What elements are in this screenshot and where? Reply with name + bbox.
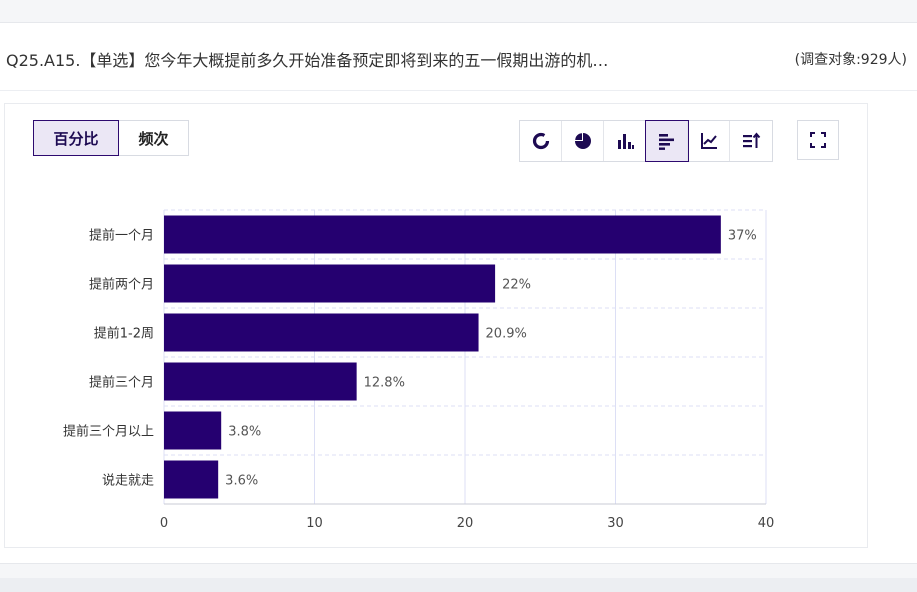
bar bbox=[164, 362, 357, 401]
line-chart-icon bbox=[700, 133, 717, 149]
x-tick-label: 30 bbox=[607, 516, 624, 531]
sort-button[interactable] bbox=[730, 121, 772, 161]
percent-toggle-button[interactable]: 百分比 bbox=[33, 120, 119, 156]
frequency-toggle-button[interactable]: 频次 bbox=[119, 120, 189, 156]
chart-card: 百分比 频次 bbox=[4, 103, 868, 548]
value-label: 12.8% bbox=[364, 376, 405, 391]
donut-chart-icon bbox=[532, 132, 549, 150]
mode-toggle: 百分比 频次 bbox=[33, 120, 189, 156]
bar bbox=[164, 264, 496, 303]
expand-icon bbox=[810, 132, 826, 148]
line-chart-button[interactable] bbox=[688, 121, 730, 161]
column-chart-button[interactable] bbox=[604, 121, 646, 161]
value-label: 3.8% bbox=[228, 425, 261, 440]
bar-chart-button[interactable] bbox=[645, 120, 689, 162]
divider bbox=[0, 90, 917, 91]
pie-chart-button[interactable] bbox=[562, 121, 604, 161]
x-tick-label: 20 bbox=[457, 516, 474, 531]
pie-chart-icon bbox=[574, 133, 591, 149]
column-chart-icon bbox=[617, 134, 634, 149]
category-label: 说走就走 bbox=[102, 474, 154, 489]
x-tick-label: 40 bbox=[758, 516, 775, 531]
value-label: 20.9% bbox=[486, 327, 527, 342]
x-tick-label: 10 bbox=[306, 516, 323, 531]
question-panel: Q25.A15.【单选】您今年大概提前多久开始准备预定即将到来的五一假期出游的机… bbox=[0, 22, 917, 564]
bar bbox=[164, 460, 219, 499]
bar bbox=[164, 313, 479, 352]
bar bbox=[164, 411, 222, 450]
respondent-count: (调查对象:929人) bbox=[794, 52, 907, 68]
value-label: 3.6% bbox=[225, 474, 258, 489]
bottom-divider bbox=[0, 578, 917, 592]
bar bbox=[164, 215, 721, 254]
category-label: 提前三个月 bbox=[89, 375, 154, 391]
x-tick-label: 0 bbox=[160, 516, 168, 531]
bar-chart-icon bbox=[658, 134, 674, 150]
category-label: 提前1-2周 bbox=[94, 326, 154, 342]
question-title: Q25.A15.【单选】您今年大概提前多久开始准备预定即将到来的五一假期出游的机… bbox=[6, 51, 609, 70]
value-label: 37% bbox=[728, 229, 757, 244]
fullscreen-button[interactable] bbox=[797, 120, 839, 160]
category-label: 提前一个月 bbox=[89, 228, 154, 244]
bar-chart: 提前一个月 37% 提前两个月 22% 提前1-2周 20.9% 提前三个月 12.8% 提前三… bbox=[63, 209, 775, 531]
category-label: 提前两个月 bbox=[89, 277, 154, 293]
chart-type-toolbar bbox=[519, 120, 773, 162]
category-label: 提前三个月以上 bbox=[63, 424, 154, 440]
sort-icon bbox=[743, 132, 761, 148]
donut-chart-button[interactable] bbox=[520, 121, 562, 161]
value-label: 22% bbox=[502, 278, 531, 293]
